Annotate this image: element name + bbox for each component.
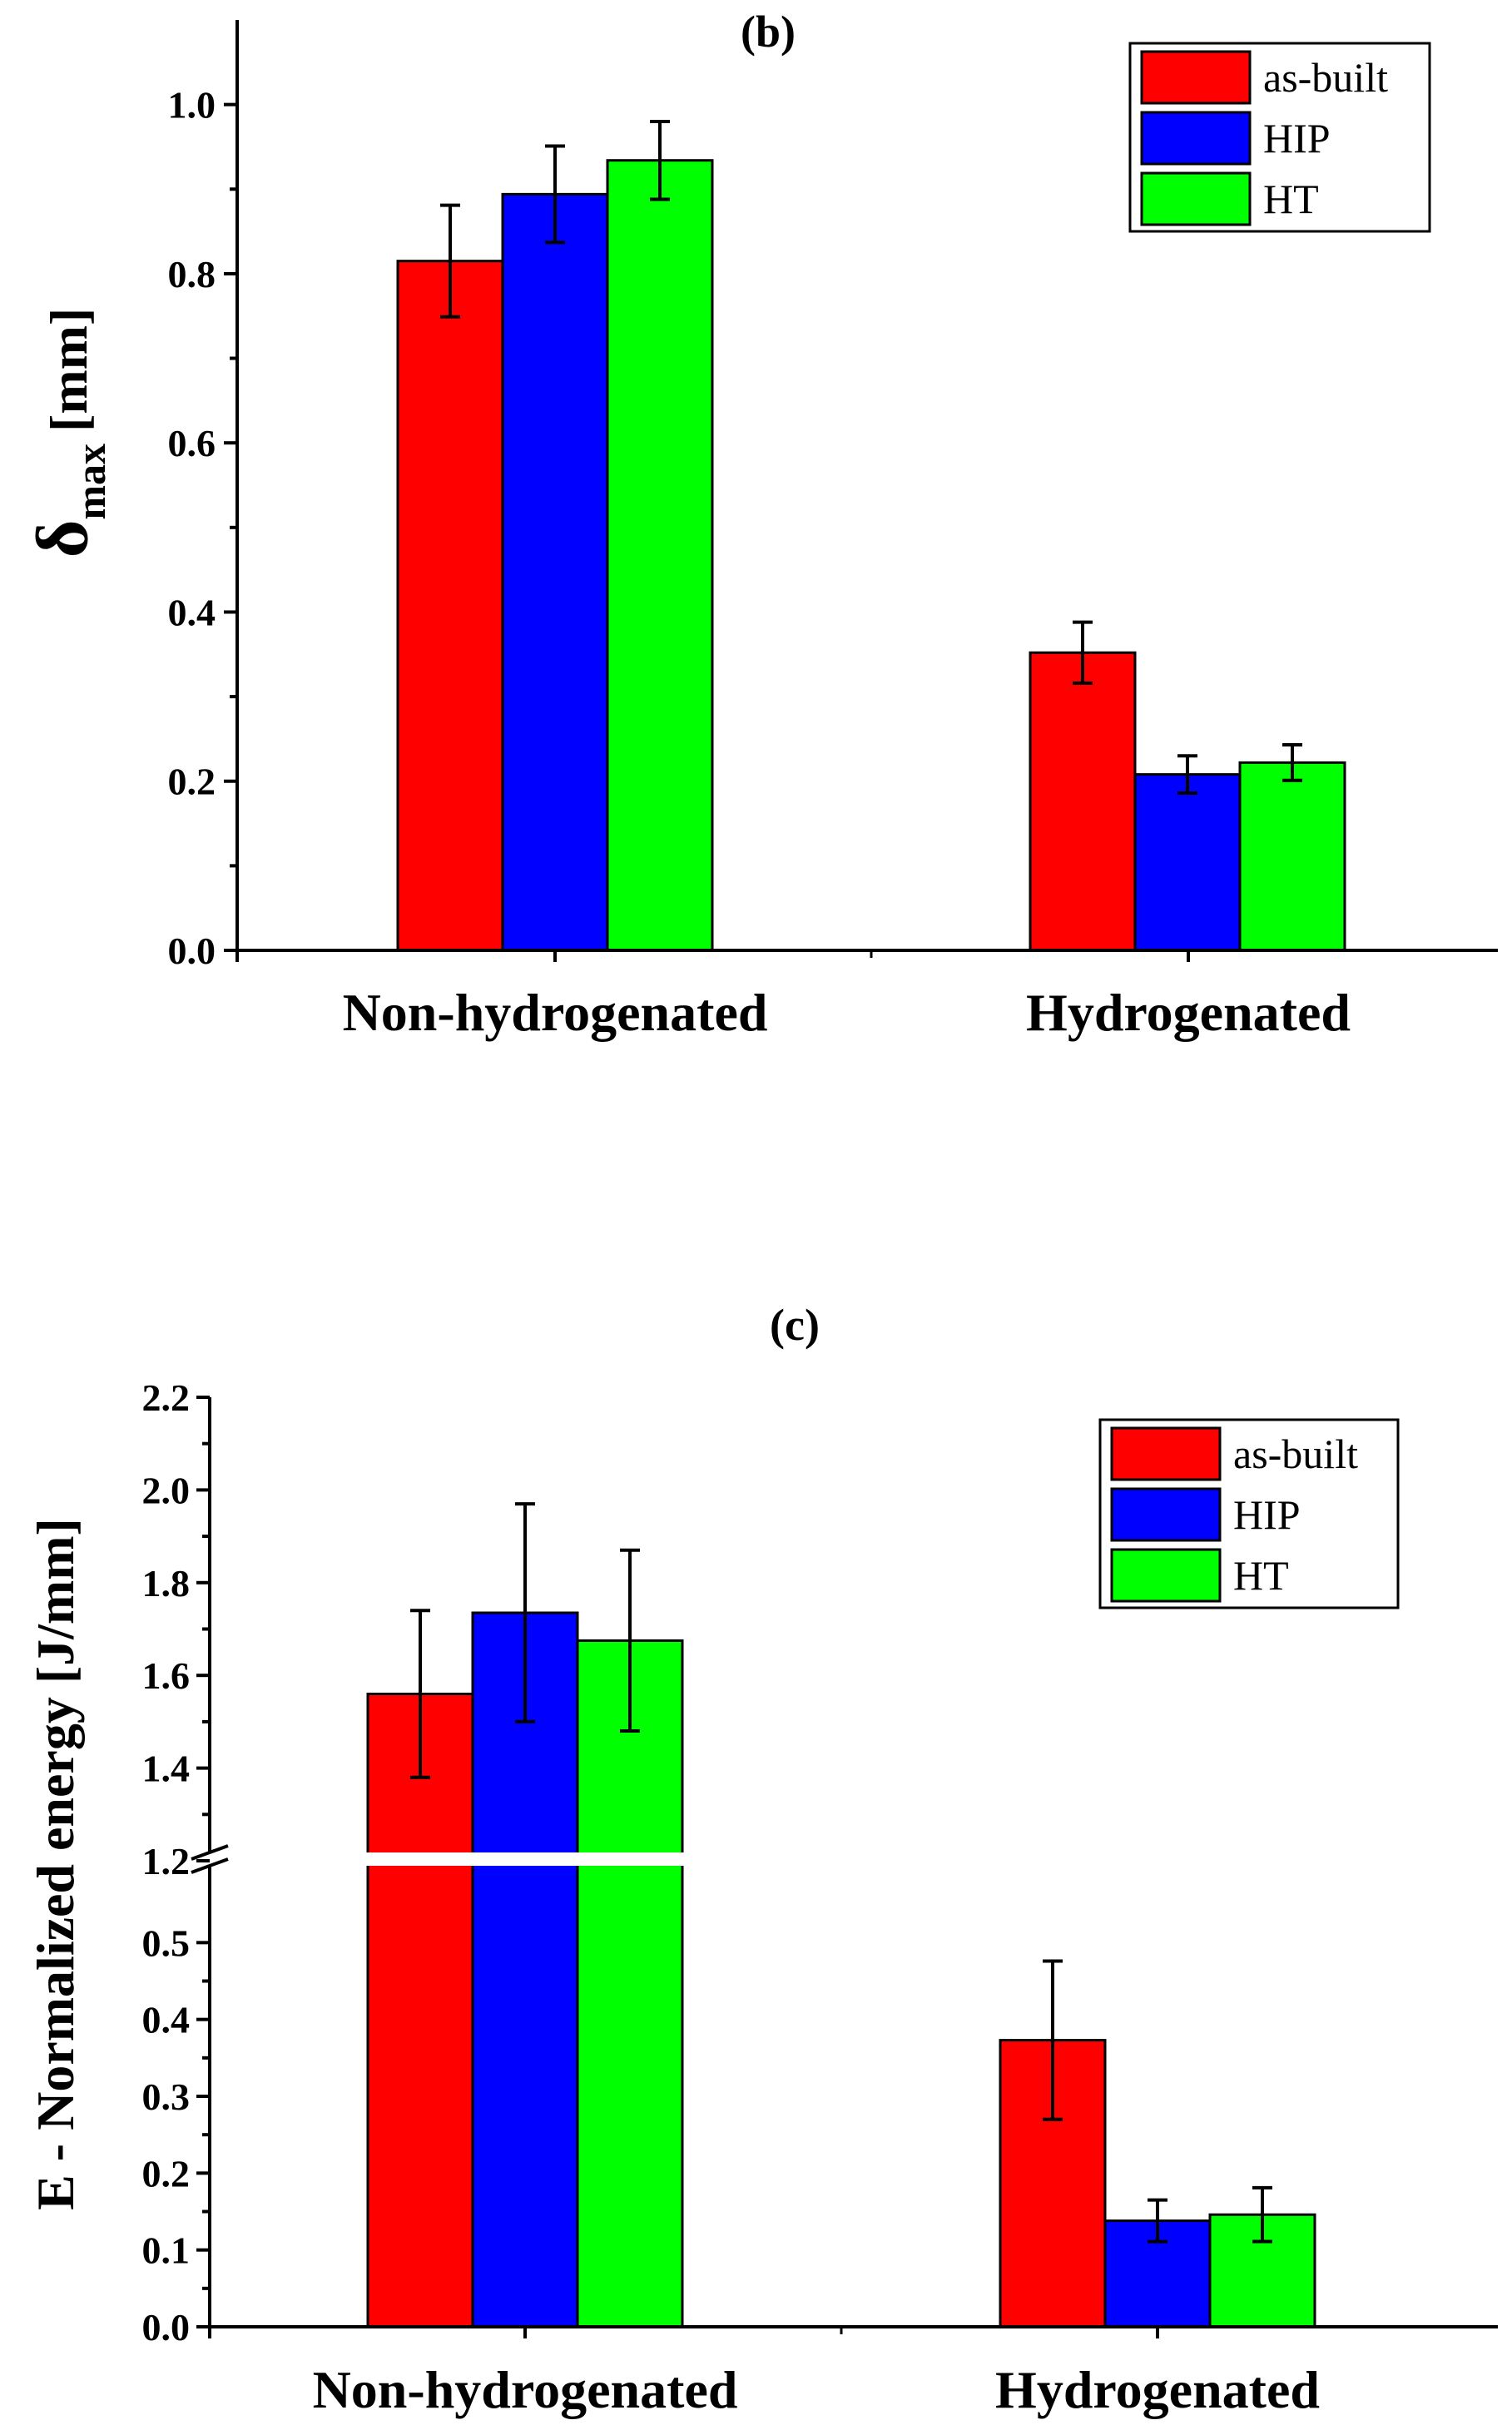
chart-c-title: (c) <box>770 1300 820 1350</box>
chart-b-y-tick-label: 1.0 <box>168 84 216 126</box>
chart-c-y-tick-label: 0.5 <box>142 1922 191 1964</box>
chart-c-y-tick-label: 0.4 <box>142 1999 191 2041</box>
chart-c-y-tick-label: 0.1 <box>142 2229 191 2272</box>
chart-c-category-label: Hydrogenated <box>995 2360 1320 2419</box>
chart-c-y-tick-label: 1.2 <box>142 1840 191 1882</box>
chart-b-y-label-symbol: δ <box>22 520 103 558</box>
chart-b-legend-swatch <box>1140 111 1252 166</box>
chart-b-category-label: Hydrogenated <box>1026 983 1351 1042</box>
chart-c-y-tick-label: 1.4 <box>142 1748 191 1790</box>
chart-b-y-ticks: 0.0 0.2 0.4 0.6 0.8 1.0 <box>168 84 237 972</box>
bar-b-hip-0 <box>501 192 609 952</box>
chart-b-y-tick-label: 0.8 <box>168 253 216 295</box>
chart-c-legend-label: HT <box>1233 1552 1289 1599</box>
chart-b-legend-label: as-built <box>1263 54 1388 101</box>
chart-c-legend-swatch <box>1110 1487 1222 1542</box>
chart-b-legend-label: HT <box>1263 176 1319 222</box>
chart-b-y-label-unit: [mm] <box>39 308 98 432</box>
chart-b-y-label-subscript: max <box>67 444 114 520</box>
chart-c-y-tick-label: 0.2 <box>142 2152 191 2194</box>
chart-c-legend: as-built HIP HT <box>1098 1418 1400 1609</box>
chart-c-y-axis-label: E - Normalized energy [J/mm] <box>26 1518 85 2210</box>
chart-b-legend-swatch <box>1140 171 1252 226</box>
bar-b-as-built-0 <box>396 260 504 952</box>
chart-c-legend-label: HIP <box>1233 1491 1301 1538</box>
chart-c-x-categories: Non-hydrogenated Hydrogenated <box>313 2360 1320 2419</box>
chart-b-category-label: Non-hydrogenated <box>343 983 768 1042</box>
chart-b-title: (b) <box>741 7 796 57</box>
chart-b-y-tick-label: 0.4 <box>168 591 216 633</box>
chart-b-y-tick-label: 0.6 <box>168 422 216 464</box>
chart-b-y-axis-label: δmax [mm] <box>22 308 114 558</box>
chart-c-y-tick-label: 2.2 <box>142 1376 191 1419</box>
chart-c-y-tick-label: 1.6 <box>142 1654 191 1697</box>
chart-c-y-ticks: 0.0 0.1 0.2 0.3 0.4 0.5 1.2 1.4 1.6 1.8 2.0 2.2 <box>142 1376 210 2348</box>
chart-b-axes <box>235 20 1498 962</box>
chart-c-legend-swatch <box>1110 1426 1222 1481</box>
chart-c-y-tick-label: 1.8 <box>142 1562 191 1604</box>
chart-b-legend: as-built HIP HT <box>1128 42 1431 233</box>
chart-b-x-categories: Non-hydrogenated Hydrogenated <box>343 983 1351 1042</box>
chart-c-axes <box>208 1397 1498 2338</box>
chart-c-legend-swatch <box>1110 1548 1222 1603</box>
chart-b-bars <box>396 159 1346 952</box>
bar-c-as-built-0 <box>366 1692 474 2328</box>
bar-b-hip-1 <box>1133 773 1242 952</box>
chart-c-legend-label: as-built <box>1233 1431 1358 1477</box>
chart-c-bars <box>366 1611 1316 2328</box>
chart-b-legend-label: HIP <box>1263 115 1331 161</box>
chart-c-error-bars <box>410 1502 1272 2244</box>
chart-c-y-tick-label: 0.0 <box>142 2306 191 2348</box>
chart-b-error-bars <box>440 119 1302 795</box>
bar-c-ht-0 <box>576 1639 684 2328</box>
bar-b-ht-0 <box>606 159 714 952</box>
bar-b-as-built-1 <box>1029 651 1137 952</box>
chart-c-category-label: Non-hydrogenated <box>313 2360 738 2419</box>
chart-b-legend-swatch <box>1140 50 1252 105</box>
chart-b-y-tick-label: 0.0 <box>168 930 216 972</box>
chart-c-y-tick-label: 0.3 <box>142 2075 191 2118</box>
chart-c: (c) 0.0 0.1 0.2 0.3 0.4 0.5 1.2 1.4 1.6 1.8 2.0 2.2… <box>26 1300 1498 2419</box>
chart-c-break-band <box>185 1852 692 1866</box>
chart-c-y-tick-label: 2.0 <box>142 1469 191 1511</box>
bar-b-ht-1 <box>1238 761 1346 952</box>
chart-b-y-tick-label: 0.2 <box>168 761 216 803</box>
chart-b: (b) 0.0 0.2 0.4 0.6 0.8 1.0 Non-hydrogenated H… <box>22 7 1498 1042</box>
